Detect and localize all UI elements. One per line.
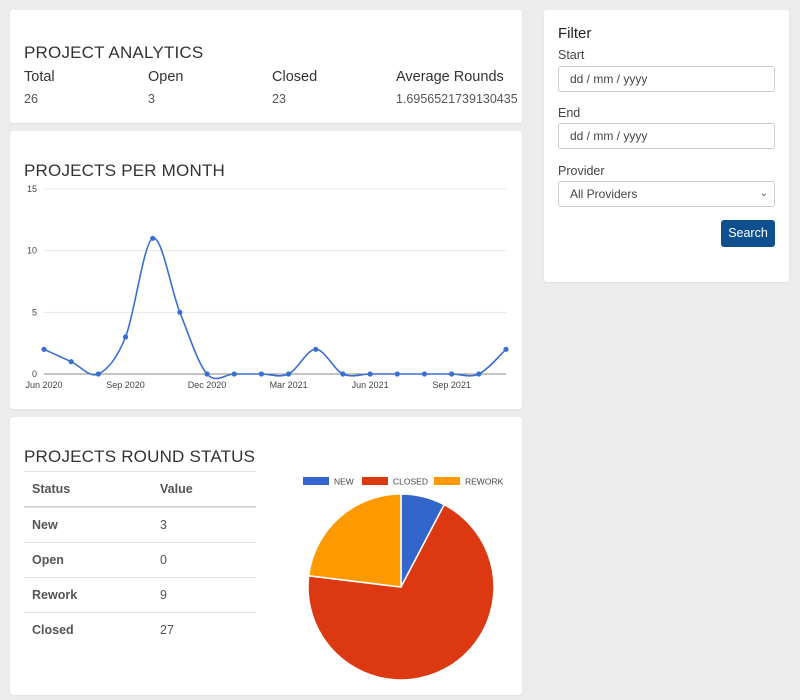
status-cell: Open xyxy=(32,553,64,567)
table-row: Open 0 xyxy=(24,542,256,577)
pie-slice-closed xyxy=(307,503,495,681)
round-status-pie-chart: NEW CLOSED REWORK xyxy=(303,477,504,681)
x-tick-label: Sep 2021 xyxy=(432,380,471,390)
data-point xyxy=(367,371,373,377)
search-button[interactable]: Search xyxy=(721,220,775,247)
stat-total-label: Total xyxy=(24,69,55,85)
data-point xyxy=(204,371,210,377)
data-point xyxy=(285,371,292,377)
data-point xyxy=(122,334,129,340)
projects-chart-title: PROJECTS PER MONTH xyxy=(24,161,226,180)
x-tick-label: Jun 2020 xyxy=(25,380,62,390)
provider-select[interactable]: All Providers ⌄ xyxy=(558,181,775,207)
projects-per-month-card: PROJECTS PER MONTH 0 5 10 15 Jun 2020 Sep 202… xyxy=(10,131,522,409)
y-tick-label: 5 xyxy=(32,307,37,317)
series-line xyxy=(43,237,507,380)
data-point xyxy=(421,371,428,377)
data-point xyxy=(340,371,346,377)
chevron-down-icon: ⌄ xyxy=(759,188,768,199)
filter-card: Filter Start dd / mm / yyyy End dd / mm … xyxy=(544,10,789,282)
value-cell: 3 xyxy=(160,518,167,532)
provider-selected-value: All Providers xyxy=(570,187,638,201)
value-column-header: Value xyxy=(160,482,193,496)
x-tick-label: Sep 2020 xyxy=(106,380,145,390)
data-point xyxy=(503,346,509,352)
round-status-card: PROJECTS ROUND STATUS Status Value New 3… xyxy=(10,417,522,695)
data-point xyxy=(313,346,319,352)
legend-label: REWORK xyxy=(465,477,504,487)
table-row: Rework 9 xyxy=(24,577,256,612)
legend-swatch xyxy=(434,477,460,485)
legend-swatch xyxy=(303,477,329,485)
value-cell: 27 xyxy=(160,623,174,637)
start-label: Start xyxy=(558,48,585,62)
data-point xyxy=(95,371,101,377)
value-cell: 9 xyxy=(160,588,167,602)
legend-label: CLOSED xyxy=(393,477,428,487)
stat-closed: Closed 23 xyxy=(272,69,317,106)
stat-closed-value: 23 xyxy=(272,92,286,106)
x-tick-label: Jun 2021 xyxy=(352,380,389,390)
filter-title: Filter xyxy=(558,25,592,42)
analytics-title: PROJECT ANALYTICS xyxy=(24,43,204,62)
data-point xyxy=(68,359,74,365)
projects-line-chart: 0 5 10 15 Jun 2020 Sep 2020 Dec 2020 Mar 2021 Ju… xyxy=(25,184,509,390)
status-table: Status Value New 3 Open 0 Rework 9 Close… xyxy=(24,471,256,647)
end-label: End xyxy=(558,106,581,120)
data-point xyxy=(258,371,265,377)
status-cell: Closed xyxy=(32,623,74,637)
data-point xyxy=(41,346,47,352)
end-date-placeholder: dd / mm / yyyy xyxy=(570,129,648,143)
stat-average-rounds-label: Average Rounds xyxy=(396,69,504,85)
status-table-header: Status Value xyxy=(24,471,256,507)
data-point xyxy=(449,371,455,377)
data-point xyxy=(476,371,482,377)
status-cell: New xyxy=(32,518,58,532)
start-date-placeholder: dd / mm / yyyy xyxy=(570,72,648,86)
start-date-input[interactable]: dd / mm / yyyy xyxy=(558,66,775,92)
y-tick-label: 0 xyxy=(32,369,37,379)
stat-average-rounds: Average Rounds 1.6956521739130435 xyxy=(396,69,518,106)
stat-closed-label: Closed xyxy=(272,69,318,85)
data-point xyxy=(394,371,400,377)
y-tick-label: 10 xyxy=(27,246,37,256)
y-tick-label: 15 xyxy=(27,184,37,194)
end-date-input[interactable]: dd / mm / yyyy xyxy=(558,123,775,149)
table-row: New 3 xyxy=(24,507,256,542)
x-tick-label: Mar 2021 xyxy=(270,380,308,390)
stat-average-rounds-value: 1.6956521739130435 xyxy=(396,92,518,106)
stat-open: Open 3 xyxy=(148,69,183,106)
stat-total-value: 26 xyxy=(24,92,38,106)
legend-swatch xyxy=(362,477,388,485)
legend-label: NEW xyxy=(334,477,354,487)
status-column-header: Status xyxy=(32,482,71,496)
x-tick-label: Dec 2020 xyxy=(188,380,227,390)
status-cell: Rework xyxy=(32,588,78,602)
stat-total: Total 26 xyxy=(24,69,55,106)
data-point xyxy=(177,309,183,315)
stat-open-label: Open xyxy=(148,69,184,85)
provider-label: Provider xyxy=(558,164,605,178)
round-status-title: PROJECTS ROUND STATUS xyxy=(24,447,256,466)
analytics-card: PROJECT ANALYTICS Total 26 Open 3 Closed… xyxy=(10,10,522,123)
stat-open-value: 3 xyxy=(148,92,155,106)
data-point xyxy=(231,371,237,377)
pie-slice-rework xyxy=(307,493,402,588)
data-point xyxy=(150,235,156,241)
table-row: Closed 27 xyxy=(24,612,256,647)
value-cell: 0 xyxy=(160,553,167,567)
